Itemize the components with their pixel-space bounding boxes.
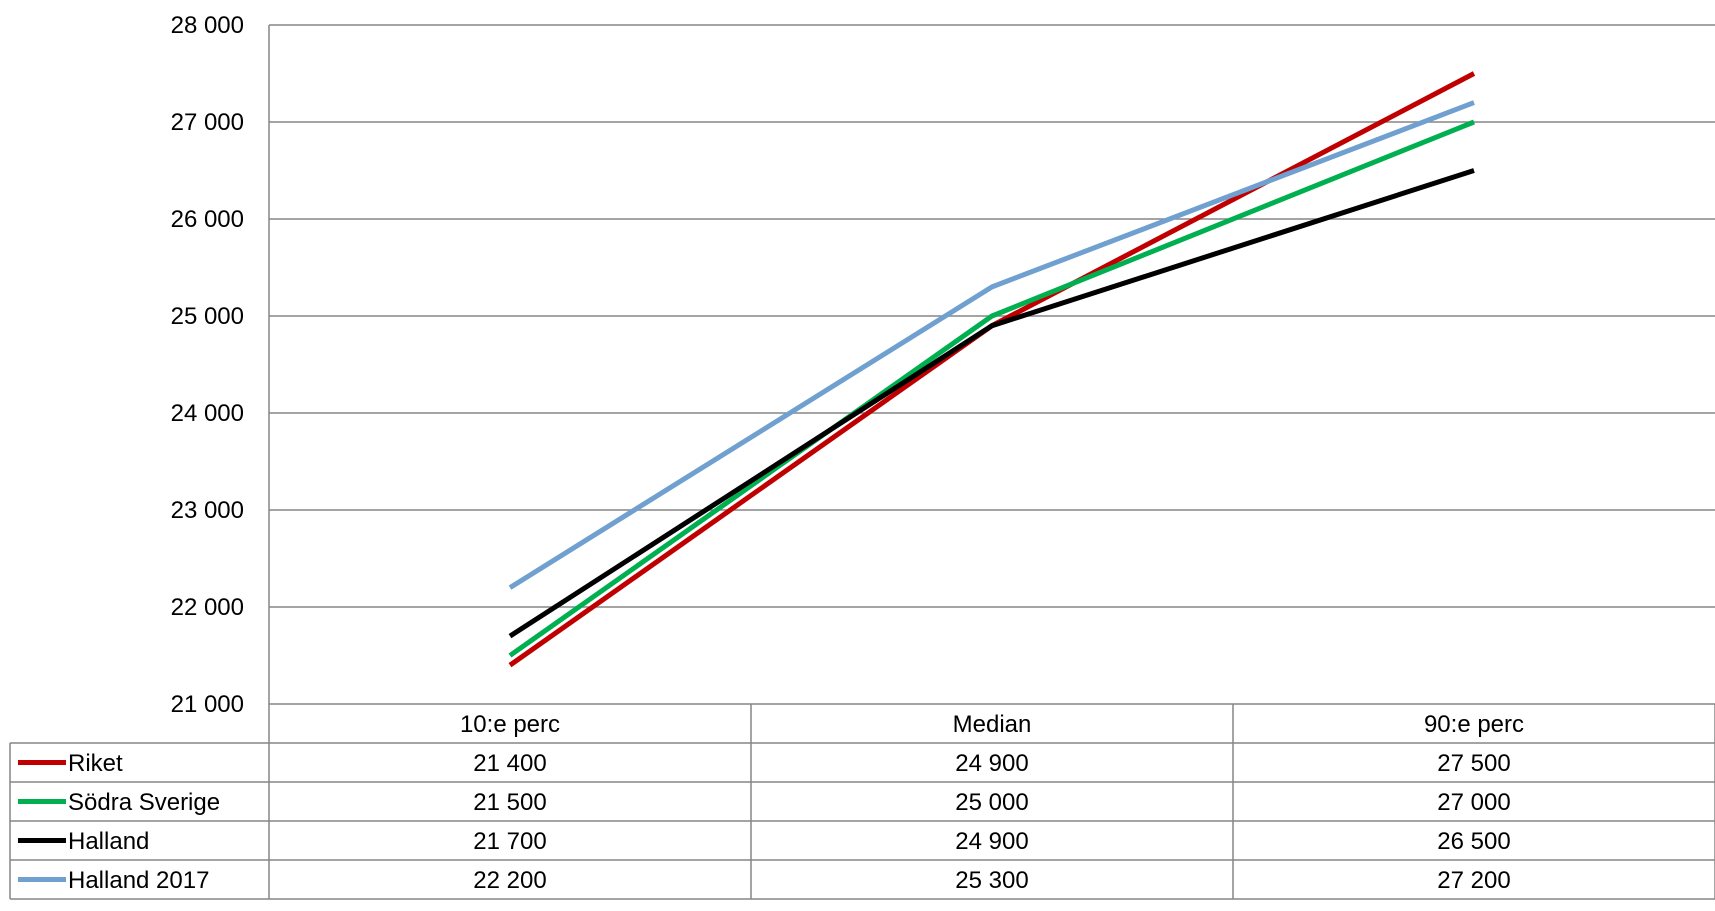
y-tick-label-5: 26 000 xyxy=(171,206,244,233)
y-tick-label-6: 27 000 xyxy=(171,109,244,136)
series-lines xyxy=(508,71,1476,668)
legend-label-1: Södra Sverige xyxy=(68,789,220,816)
data-label-2-0: 21 700 xyxy=(473,828,546,855)
series-line-0 xyxy=(508,71,1476,668)
data-table: 10:e perc Median 90:e perc Riket 21 400 24 90… xyxy=(9,704,1715,900)
y-tick-label-3: 24 000 xyxy=(171,400,244,427)
data-label-3-1: 25 300 xyxy=(955,867,1028,894)
legend-label-3: Halland 2017 xyxy=(68,867,209,894)
category-label-0: 10:e perc xyxy=(460,711,560,738)
data-label-3-0: 22 200 xyxy=(473,867,546,894)
y-tick-label-1: 22 000 xyxy=(171,594,244,621)
data-label-2-1: 24 900 xyxy=(955,828,1028,855)
data-label-3-2: 27 200 xyxy=(1437,867,1510,894)
y-tick-label-0: 21 000 xyxy=(171,691,244,718)
gridlines xyxy=(269,24,1715,705)
series-line-1 xyxy=(508,119,1475,658)
data-label-1-0: 21 500 xyxy=(473,789,546,816)
y-tick-label-4: 25 000 xyxy=(171,303,244,330)
y-axis: 21 000 22 000 23 000 24 000 25 000 26 000 27 0… xyxy=(171,12,270,718)
category-label-1: Median xyxy=(953,711,1032,738)
data-label-1-1: 25 000 xyxy=(955,789,1028,816)
data-label-0-1: 24 900 xyxy=(955,750,1028,777)
data-label-0-2: 27 500 xyxy=(1437,750,1510,777)
legend-label-0: Riket xyxy=(68,750,123,777)
data-label-2-2: 26 500 xyxy=(1437,828,1510,855)
y-tick-label-2: 23 000 xyxy=(171,497,244,524)
category-label-2: 90:e perc xyxy=(1424,711,1524,738)
data-label-1-2: 27 000 xyxy=(1437,789,1510,816)
legend-label-2: Halland xyxy=(68,828,149,855)
series-line-3 xyxy=(508,100,1475,590)
data-label-0-0: 21 400 xyxy=(473,750,546,777)
y-tick-label-7: 28 000 xyxy=(171,12,244,39)
